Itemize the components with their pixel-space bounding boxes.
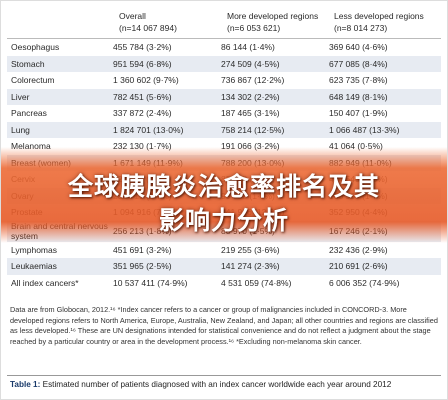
banner-line: 全球胰腺炎治愈率排名及其 xyxy=(67,173,380,201)
table-row: All index cancers* 10 537 411 (74·9%) 4 53… xyxy=(7,275,441,292)
cell: 369 640 (4·6%) xyxy=(329,42,388,52)
cell: 623 735 (7·8%) xyxy=(329,75,388,85)
table-row: Pancreas 337 872 (2·4%) 187 465 (3·1%) 150 … xyxy=(7,105,441,122)
cell: 782 451 (5·6%) xyxy=(113,91,172,102)
column-n: (n=14 067 894) xyxy=(119,23,177,33)
row-label: Colorectum xyxy=(11,75,55,85)
cell: 455 784 (3·2%) xyxy=(113,42,172,52)
table-row: Melanoma 232 130 (1·7%) 191 066 (3·2%) 41 0… xyxy=(7,138,441,155)
column-title: Overall xyxy=(119,11,146,21)
column-title: Less developed regions xyxy=(334,11,424,21)
header-rule xyxy=(7,38,441,39)
banner-line: 影响力分析 xyxy=(158,207,289,235)
row-label: Oesophagus xyxy=(11,42,60,52)
caption-rule xyxy=(7,375,441,376)
table-row: Lung 1 824 701 (13·0%) 758 214 (12·5%) 1 06… xyxy=(7,121,441,138)
cell: 677 085 (8·4%) xyxy=(329,58,388,69)
cell: 219 255 (3·6%) xyxy=(221,244,280,255)
row-label: Pancreas xyxy=(11,108,47,118)
column-header: Overall (n=14 067 894) xyxy=(119,10,177,34)
cell: 648 149 (8·1%) xyxy=(329,91,388,102)
row-label: Stomach xyxy=(11,58,45,69)
cell: 210 691 (2·6%) xyxy=(329,261,388,271)
column-header: More developed regions (n=6 053 621) xyxy=(227,10,318,34)
cell: 134 302 (2·2%) xyxy=(221,91,280,102)
table-row: Lymphomas 451 691 (3·2%) 219 255 (3·6%) 232… xyxy=(7,242,441,259)
column-title: More developed regions xyxy=(227,11,319,21)
row-label: Leukaemias xyxy=(11,261,57,271)
cell: 232 436 (2·9%) xyxy=(329,244,388,255)
cell: 274 509 (4·5%) xyxy=(221,58,280,69)
caption: Table 1: Estimated number of patients di… xyxy=(10,380,391,389)
cell: 41 064 (0·5%) xyxy=(329,141,383,151)
cell: 1 066 487 (13·3%) xyxy=(329,124,400,135)
row-label: All index cancers* xyxy=(11,277,79,288)
row-label: Lymphomas xyxy=(11,244,57,255)
cell: 191 066 (3·2%) xyxy=(221,141,280,151)
column-n: (n=6 053 621) xyxy=(227,23,281,33)
caption-label: Table 1: xyxy=(10,380,41,389)
row-label: Liver xyxy=(11,91,30,102)
cell: 4 531 059 (74·8%) xyxy=(221,277,292,288)
cell: 6 006 352 (74·9%) xyxy=(329,277,400,288)
table-row: Oesophagus 455 784 (3·2%) 86 144 (1·4%) 369… xyxy=(7,39,441,56)
column-n: (n=8 014 273) xyxy=(334,23,388,33)
cell: 150 407 (1·9%) xyxy=(329,108,388,118)
column-header: Less developed regions (n=8 014 273) xyxy=(334,10,424,34)
cell: 736 867 (12·2%) xyxy=(221,75,285,85)
banner: 全球胰腺炎治愈率排名及其 影响力分析 xyxy=(1,147,447,243)
cell: 141 274 (2·3%) xyxy=(221,261,280,271)
table-row: Liver 782 451 (5·6%) 134 302 (2·2%) 648 149… xyxy=(7,88,441,105)
cell: 337 872 (2·4%) xyxy=(113,108,172,118)
cell: 758 214 (12·5%) xyxy=(221,124,285,135)
cell: 451 691 (3·2%) xyxy=(113,244,172,255)
footnote: Data are from Globocan, 2012.¹⁶ *Index c… xyxy=(10,305,438,346)
caption-text: Estimated number of patients diagnosed w… xyxy=(42,380,392,389)
cell: 10 537 411 (74·9%) xyxy=(113,277,188,288)
cell: 232 130 (1·7%) xyxy=(113,141,172,151)
row-label: Lung xyxy=(11,124,30,135)
cell: 951 594 (6·8%) xyxy=(113,58,172,69)
table-row: Colorectum 1 360 602 (9·7%) 736 867 (12·2%… xyxy=(7,72,441,89)
cell: 187 465 (3·1%) xyxy=(221,108,280,118)
cell: 1 360 602 (9·7%) xyxy=(113,75,179,85)
table-row: Stomach 951 594 (6·8%) 274 509 (4·5%) 677 0… xyxy=(7,55,441,72)
cell: 1 824 701 (13·0%) xyxy=(113,124,184,135)
cell: 351 965 (2·5%) xyxy=(113,261,172,271)
row-label: Melanoma xyxy=(11,141,51,151)
table-row: Leukaemias 351 965 (2·5%) 141 274 (2·3%) 21… xyxy=(7,258,441,275)
cell: 86 144 (1·4%) xyxy=(221,42,275,52)
